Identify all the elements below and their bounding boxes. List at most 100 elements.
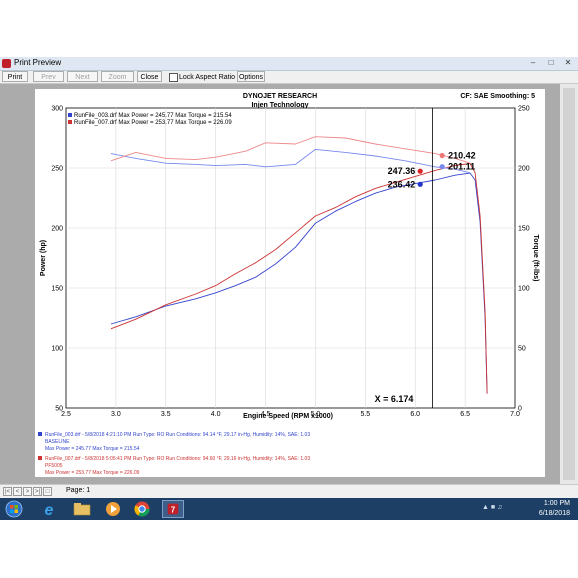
x-tick-labels: 2.5 3.0 3.5 4.0 4.5 5.0 5.5 6.0 6.5 7.0 xyxy=(61,411,520,418)
close-button[interactable]: Close xyxy=(137,71,162,82)
settings-label: CF: SAE Smoothing: 5 xyxy=(460,93,535,100)
page-indicator: Page: 1 xyxy=(66,487,91,494)
series-line-2 xyxy=(110,148,471,174)
x-tick-label: 4.5 xyxy=(261,411,271,418)
clock-date: 6/18/2018 xyxy=(538,510,570,517)
options-button[interactable]: Options xyxy=(237,71,265,82)
y-tick-label: 300 xyxy=(51,106,63,113)
cursor-readout: X = 6.174 xyxy=(375,394,414,404)
note-run-007-line1: RunFile_007.drf - 5/8/2018 5:05:41 PM Ru… xyxy=(45,456,310,462)
y2-tick-label: 250 xyxy=(518,106,530,113)
print-button[interactable]: Print xyxy=(2,71,28,82)
legend: RunFile_003.drf Max Power = 245.77 Max T… xyxy=(68,113,232,126)
print-preview-window: Print Preview – □ ✕ Print Prev Next Zoom… xyxy=(0,57,578,499)
prev-page-icon[interactable]: < xyxy=(13,487,22,496)
y2-tick-label: 100 xyxy=(518,286,530,293)
toolbar: Print Prev Next Zoom Out Close Lock Aspe… xyxy=(0,71,578,92)
y-tick-label: 100 xyxy=(51,346,63,353)
series-layer xyxy=(110,136,488,394)
y2-tick-label: 50 xyxy=(518,346,526,353)
marker-label-0: 247.36 xyxy=(388,166,416,176)
x-tick-label: 3.5 xyxy=(161,411,171,418)
x-tick-label: 6.0 xyxy=(410,411,420,418)
y-tick-label: 50 xyxy=(55,406,63,413)
legend-swatch-run-007 xyxy=(68,120,72,124)
value-markers: 247.36 236.42 210.42 201.11 xyxy=(388,150,476,189)
internet-explorer-icon[interactable]: e xyxy=(38,500,60,518)
chart-subtitle: Injen Technology xyxy=(251,102,308,109)
clock-time: 1:00 PM xyxy=(543,500,570,507)
prev-button[interactable]: Prev xyxy=(33,71,64,82)
zoom-out-button[interactable]: Zoom Out xyxy=(101,71,134,92)
marker-dot-0 xyxy=(417,168,423,174)
y2-tick-label: 150 xyxy=(518,226,530,233)
company-title: DYNOJET RESEARCH xyxy=(243,93,317,100)
marker-label-3: 201.11 xyxy=(448,162,475,172)
lock-aspect-label: Lock Aspect Ratio xyxy=(179,74,236,81)
x-tick-label: 5.0 xyxy=(311,411,321,418)
y-tick-label: 150 xyxy=(51,286,63,293)
maximize-icon[interactable]: □ xyxy=(548,58,554,67)
grid xyxy=(66,108,515,408)
note-swatch-run-007 xyxy=(38,456,42,460)
tray-icons[interactable]: ▲■♫ xyxy=(482,504,505,511)
note-run-003-line1: RunFile_003.drf - 5/8/2018 4:21:10 PM Ru… xyxy=(45,432,310,438)
y2-tick-label: 0 xyxy=(518,406,522,413)
scrollbar-thumb[interactable] xyxy=(563,88,575,480)
marker-label-1: 236.42 xyxy=(388,179,416,189)
note-run-007-line2: PF5005 xyxy=(45,463,63,469)
x-tick-label: 4.0 xyxy=(211,411,221,418)
last-page-icon[interactable]: >| xyxy=(33,487,42,496)
y2-axis-label: Torque (ft-lbs) xyxy=(532,235,539,282)
note-swatch-run-003 xyxy=(38,432,42,436)
vertical-scrollbar[interactable] xyxy=(560,84,578,484)
chrome-icon[interactable] xyxy=(131,500,153,518)
marker-dot-1 xyxy=(417,181,423,187)
next-button[interactable]: Next xyxy=(67,71,98,82)
legend-run-007: RunFile_007.drf Max Power = 253.77 Max T… xyxy=(74,120,232,126)
windows-taskbar: e 7 ▲■♫ 1:00 PM 6/18/2018 xyxy=(0,498,578,520)
note-run-003-line2: BASELINE xyxy=(45,439,70,445)
svg-text:7: 7 xyxy=(171,506,176,515)
y-tick-labels: 50 100 150 200 250 300 xyxy=(51,106,63,413)
file-explorer-icon[interactable] xyxy=(71,500,93,518)
x-tick-label: 2.5 xyxy=(61,411,71,418)
marker-dot-3 xyxy=(439,164,445,170)
series-line-1 xyxy=(110,163,488,394)
note-run-003-line3: Max Power = 245.77 Max Torque = 215.54 xyxy=(45,446,140,452)
svg-text:e: e xyxy=(45,502,54,518)
media-player-icon[interactable] xyxy=(102,500,124,518)
zoom-page-icon[interactable]: □ xyxy=(43,487,52,496)
x-tick-label: 5.5 xyxy=(360,411,370,418)
first-page-icon[interactable]: |< xyxy=(3,487,12,496)
lock-aspect-checkbox[interactable] xyxy=(169,73,178,82)
title-bar: Print Preview – □ ✕ xyxy=(0,57,578,71)
plot-area xyxy=(65,107,516,409)
y-tick-label: 250 xyxy=(51,166,63,173)
y2-tick-labels: 0 50 100 150 200 250 xyxy=(518,106,530,413)
start-button-icon[interactable] xyxy=(3,500,25,518)
status-bar: |< < > >| □ Page: 1 xyxy=(0,484,578,499)
dyno-chart: DYNOJET RESEARCH Injen Technology CF: SA… xyxy=(38,93,539,476)
minimize-icon[interactable]: – xyxy=(530,58,536,67)
legend-swatch-run-003 xyxy=(68,113,72,117)
app-icon xyxy=(2,59,11,68)
y-axis-label: Power (hp) xyxy=(40,240,47,276)
close-icon[interactable]: ✕ xyxy=(564,58,572,67)
marker-label-2: 210.42 xyxy=(448,150,476,160)
series-line-3 xyxy=(110,136,471,164)
report-page: DYNOJET RESEARCH Injen Technology CF: SA… xyxy=(35,89,545,477)
y-tick-label: 200 xyxy=(51,226,63,233)
x-tick-label: 6.5 xyxy=(460,411,470,418)
taskbar-clock[interactable]: 1:00 PM 6/18/2018 xyxy=(539,499,570,519)
x-tick-label: 3.0 xyxy=(111,411,121,418)
note-run-007-line3: Max Power = 253.77 Max Torque = 226.09 xyxy=(45,470,140,476)
series-line-0 xyxy=(110,172,488,394)
x-tick-label: 7.0 xyxy=(510,411,520,418)
y2-tick-label: 200 xyxy=(518,166,530,173)
dynojet-app-icon[interactable]: 7 xyxy=(162,500,184,518)
next-page-icon[interactable]: > xyxy=(23,487,32,496)
legend-run-003: RunFile_003.drf Max Power = 245.77 Max T… xyxy=(74,113,232,119)
run-notes: RunFile_003.drf - 5/8/2018 4:21:10 PM Ru… xyxy=(38,432,310,476)
x-axis-label: Engine Speed (RPM x1000) xyxy=(243,413,333,420)
